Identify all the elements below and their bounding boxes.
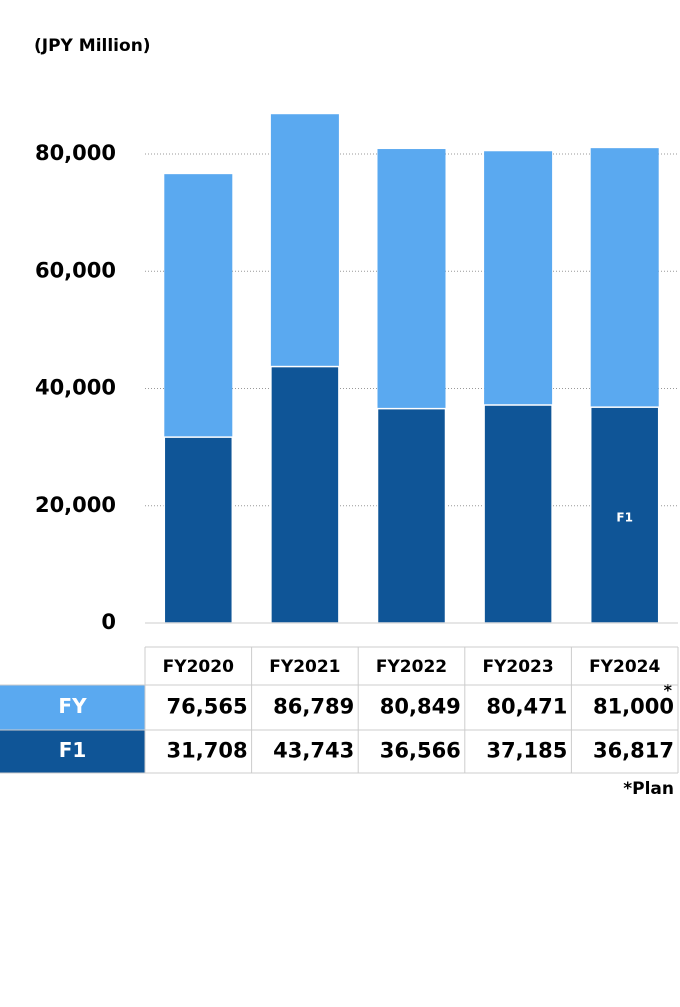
bar (163, 436, 234, 624)
bar (270, 365, 340, 624)
column-header: FY2024 (589, 657, 660, 677)
row-header-bg (0, 685, 145, 730)
table-value: 86,789 (273, 695, 354, 719)
y-tick-label: 40,000 (35, 376, 116, 400)
table-value: 80,849 (380, 695, 461, 719)
y-tick-label: 0 (101, 610, 116, 634)
table-value: 36,817 (593, 739, 674, 763)
table-value: 80,471 (486, 695, 567, 719)
row-header-bg (0, 730, 145, 773)
unit-label: (JPY Million) (34, 36, 151, 56)
column-header: FY2021 (269, 657, 340, 677)
plan-marker: * (664, 681, 673, 700)
column-header: FY2023 (482, 657, 553, 677)
bar-label: F1 (616, 511, 633, 525)
y-tick-label: 60,000 (35, 258, 116, 282)
table-value: 81,000 (593, 695, 674, 719)
y-tick-label: 80,000 (35, 141, 116, 165)
table-value: 76,565 (167, 695, 248, 719)
column-header: FY2020 (163, 657, 234, 677)
row-header: FY (58, 694, 87, 718)
bar (483, 404, 553, 624)
table-value: 37,185 (486, 739, 567, 763)
bar (589, 406, 660, 624)
y-tick-label: 20,000 (35, 493, 116, 517)
bar (376, 407, 447, 624)
table-value: 43,743 (273, 739, 354, 763)
column-header: FY2022 (376, 657, 447, 677)
note: *Plan (623, 779, 674, 799)
row-header: F1 (59, 738, 87, 762)
table-value: 31,708 (167, 739, 248, 763)
table-value: 36,566 (380, 739, 461, 763)
